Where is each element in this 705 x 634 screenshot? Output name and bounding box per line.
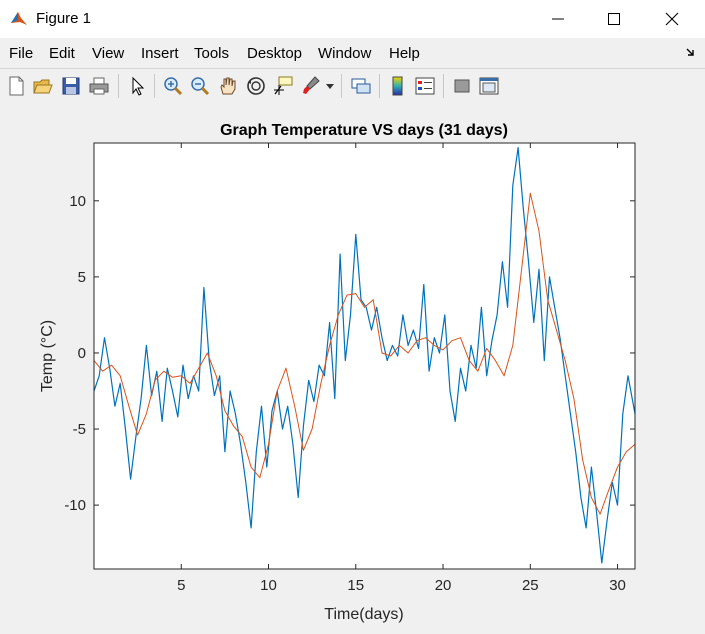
series-layer [93, 146, 636, 564]
rotate-3d-icon[interactable] [245, 75, 267, 97]
close-icon [665, 12, 679, 26]
y-tick-label: 10 [69, 193, 86, 210]
open-file-icon[interactable] [32, 75, 54, 97]
x-tick-label: 10 [260, 577, 277, 594]
edit-plot-arrow-icon[interactable] [126, 75, 148, 97]
dock-figure-icon[interactable] [685, 46, 697, 58]
x-axis-label: Time(days) [324, 606, 403, 623]
brush-icon[interactable] [300, 75, 322, 97]
close-button[interactable] [643, 0, 701, 38]
insert-colorbar-icon[interactable] [387, 75, 409, 97]
series-line-1[interactable] [93, 146, 636, 564]
y-tick-label: 5 [78, 269, 86, 286]
menu-window[interactable]: Window [318, 45, 372, 62]
x-tick-label: 15 [347, 577, 364, 594]
menu-file[interactable]: File [9, 45, 34, 62]
window-title: Figure 1 [36, 10, 92, 27]
toolbar-separator [379, 74, 380, 98]
series-line-2[interactable] [93, 192, 636, 515]
menu-desktop[interactable]: Desktop [247, 45, 303, 62]
toolbar-separator [443, 74, 444, 98]
window-titlebar: Figure 1 [0, 0, 705, 38]
plot-area [94, 143, 635, 569]
x-tick-label: 5 [177, 577, 185, 594]
toolbar-separator [341, 74, 342, 98]
toolbar-separator [154, 74, 155, 98]
maximize-button[interactable] [585, 0, 643, 38]
maximize-icon [608, 13, 620, 25]
axes-box [93, 142, 636, 570]
menu-view[interactable]: View [92, 45, 125, 62]
menu-help[interactable]: Help [389, 45, 420, 62]
figure-canvas: 5 10 15 20 25 30 -10 -5 0 5 10 Graph Temperature V… [0, 103, 705, 629]
zoom-in-icon[interactable] [162, 75, 184, 97]
insert-legend-icon[interactable] [414, 75, 436, 97]
toolbar-separator [118, 74, 119, 98]
y-tick-label: -5 [73, 421, 86, 438]
brush-dropdown-icon[interactable] [325, 83, 335, 91]
y-tick-label: 0 [78, 345, 86, 362]
x-tick-label: 25 [522, 577, 539, 594]
x-tick-label: 20 [435, 577, 452, 594]
show-plot-tools-icon[interactable] [478, 75, 500, 97]
tick-layer: 5 10 15 20 25 30 -10 -5 0 5 10 [64, 143, 635, 594]
minimize-icon [552, 18, 564, 20]
print-icon[interactable] [88, 75, 110, 97]
link-plot-icon[interactable] [350, 75, 372, 97]
y-axis-label: Temp (°C) [39, 320, 56, 392]
matlab-icon [9, 9, 29, 29]
figure-toolbar [0, 68, 705, 104]
menu-edit[interactable]: Edit [49, 45, 75, 62]
data-cursor-icon[interactable] [272, 75, 294, 97]
save-icon[interactable] [60, 75, 82, 97]
menu-insert[interactable]: Insert [141, 45, 179, 62]
x-tick-label: 30 [609, 577, 626, 594]
zoom-out-icon[interactable] [189, 75, 211, 97]
hide-plot-tools-icon[interactable] [451, 75, 473, 97]
pan-hand-icon[interactable] [217, 75, 239, 97]
new-figure-icon[interactable] [5, 75, 27, 97]
menu-tools[interactable]: Tools [194, 45, 230, 62]
minimize-button[interactable] [529, 0, 587, 38]
y-tick-label: -10 [64, 497, 86, 514]
temperature-chart[interactable]: 5 10 15 20 25 30 -10 -5 0 5 10 Graph Temperature V… [0, 103, 705, 629]
chart-title: Graph Temperature VS days (31 days) [220, 122, 508, 139]
menu-bar: File Edit View Insert Tools Desktop Wind… [0, 38, 705, 68]
